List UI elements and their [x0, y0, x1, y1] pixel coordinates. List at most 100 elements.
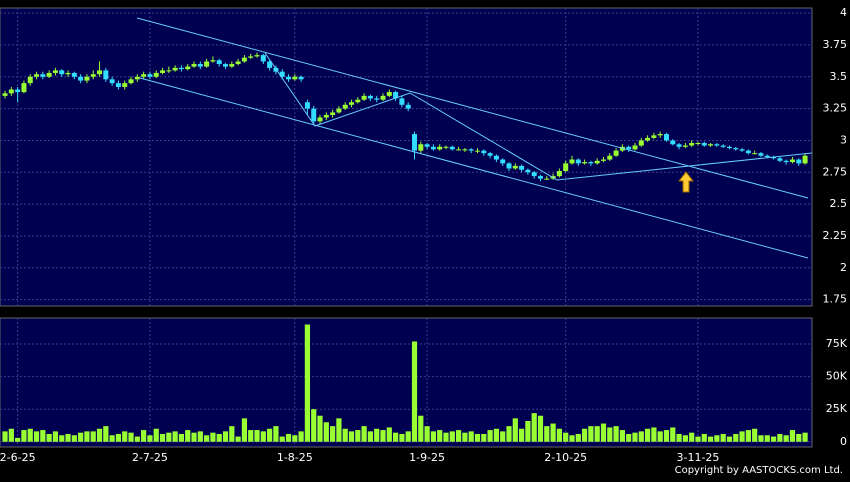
x-tick-label: 1-9-25	[409, 451, 445, 464]
candle-body	[481, 150, 487, 154]
candle-body	[537, 176, 543, 179]
candle-body	[789, 159, 795, 163]
volume-bar	[525, 420, 531, 442]
candle-body	[248, 56, 254, 58]
volume-bar	[707, 436, 714, 442]
volume-bar	[626, 433, 632, 442]
volume-bar	[292, 435, 298, 442]
volume-bar	[260, 431, 266, 442]
volume-bar	[531, 413, 537, 442]
candle-body	[97, 70, 103, 75]
volume-bar	[115, 433, 122, 442]
candle-body	[670, 140, 676, 145]
candle-body	[185, 66, 191, 70]
volume-bar	[695, 436, 701, 442]
volume-bar	[777, 433, 783, 442]
candle-body	[613, 150, 619, 156]
candle-body	[638, 140, 644, 146]
volume-bar	[374, 428, 380, 442]
volume-bar	[279, 436, 285, 442]
volume-bar	[166, 432, 172, 442]
y-tick-label: 2	[840, 261, 847, 274]
candle-body	[771, 157, 777, 159]
candle-body	[153, 72, 159, 77]
trend-line	[136, 17, 809, 199]
volume-bar	[185, 430, 191, 442]
candle-body	[796, 159, 802, 164]
candle-body	[8, 89, 14, 94]
volume-bar	[474, 433, 481, 442]
volume-bar	[720, 433, 726, 442]
volume-bar	[638, 431, 644, 442]
volume-bar	[134, 436, 140, 442]
candle-body	[166, 70, 172, 72]
volume-bar	[254, 430, 260, 442]
candle-body	[260, 55, 266, 62]
candle-body	[342, 104, 348, 109]
volume-bar	[739, 431, 745, 442]
volume-bar	[487, 430, 493, 442]
volume-bar	[317, 415, 323, 442]
volume-bar	[52, 431, 59, 442]
volume-bar	[33, 431, 40, 442]
candle-body	[726, 146, 732, 149]
y-tick-label: 2.5	[830, 197, 848, 210]
volume-bar	[456, 430, 462, 442]
candle-body	[512, 165, 518, 169]
candle-body	[556, 171, 562, 177]
volume-bar	[481, 433, 487, 442]
y-tick-label: 2.75	[823, 165, 848, 178]
candle-body	[657, 134, 663, 136]
volume-bar	[380, 430, 386, 442]
candle-body	[443, 146, 449, 148]
candle-body	[626, 146, 632, 150]
candle-body	[682, 145, 688, 147]
y-tick-label: 3	[840, 133, 847, 146]
candle-body	[27, 76, 33, 84]
candle-body	[405, 104, 411, 109]
candle-body	[745, 150, 751, 154]
trend-lines	[136, 17, 813, 259]
volume-bar	[323, 422, 329, 442]
candle-body	[531, 172, 537, 177]
volume-bar	[537, 415, 544, 442]
volume-bar	[330, 426, 336, 442]
volume-bar	[367, 431, 374, 442]
candle-body	[21, 83, 27, 93]
volume-bar	[500, 431, 506, 442]
trend-line	[264, 52, 813, 181]
candle-body	[418, 144, 424, 151]
candle-body	[449, 146, 455, 150]
candle-body	[386, 92, 392, 96]
volume-bar	[153, 428, 159, 442]
candle-body	[298, 76, 304, 80]
volume-bar	[449, 431, 455, 442]
candle-body	[241, 57, 247, 62]
volume-bar	[430, 431, 437, 442]
candle-body	[764, 155, 770, 157]
volume-bar	[569, 435, 575, 442]
volume-bar	[506, 426, 512, 442]
volume-bar	[304, 324, 311, 442]
volume-bar	[248, 430, 254, 442]
candle-body	[147, 74, 153, 77]
volume-bar	[393, 432, 399, 442]
candle-body	[40, 74, 46, 77]
volume-bar	[563, 432, 569, 442]
volume-bar	[619, 430, 625, 442]
candle-body	[204, 61, 210, 67]
volume-bar	[581, 428, 588, 442]
candle-body	[46, 72, 52, 77]
candle-body	[600, 159, 606, 161]
volume-bar	[342, 428, 348, 442]
y-tick-label: 3.75	[823, 38, 848, 51]
volume-panel	[0, 317, 813, 448]
y-tick-label: 2.25	[823, 229, 848, 242]
candle-body	[323, 114, 329, 118]
candle-body	[103, 70, 109, 80]
copyright: Copyright by AASTOCKS.com Ltd.	[675, 465, 843, 476]
volume-bar	[298, 431, 304, 442]
volume-bar	[90, 431, 96, 442]
candle-body	[330, 112, 336, 115]
candle-body	[197, 64, 203, 67]
